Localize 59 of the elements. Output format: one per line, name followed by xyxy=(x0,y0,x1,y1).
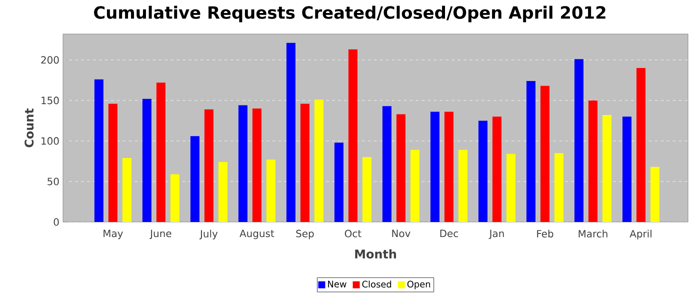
bar xyxy=(396,114,406,222)
bar xyxy=(382,106,392,222)
legend-label: New xyxy=(328,280,346,288)
x-axis-title: Month xyxy=(355,249,396,259)
bar xyxy=(266,160,276,222)
chart-title: Cumulative Requests Created/Closed/Open April 2012 xyxy=(94,6,606,22)
x-tick-label: Jan xyxy=(488,230,504,240)
legend-label: Open xyxy=(407,280,430,290)
y-tick-label: 100 xyxy=(42,137,59,145)
bar xyxy=(218,162,228,222)
x-tick-label: Feb xyxy=(537,230,554,238)
bar xyxy=(204,109,214,222)
x-tick-label: May xyxy=(104,230,123,240)
bar xyxy=(554,153,564,222)
bar xyxy=(526,80,536,222)
y-tick-label: 50 xyxy=(48,178,59,186)
x-tick-label: Oct xyxy=(344,230,362,238)
bar xyxy=(478,120,488,222)
bar xyxy=(430,112,440,222)
x-tick-label: July xyxy=(199,230,218,240)
bar xyxy=(286,42,296,222)
bar xyxy=(252,108,262,222)
bar xyxy=(190,136,200,222)
bar xyxy=(540,86,550,222)
bar xyxy=(574,59,584,222)
y-tick-label: 150 xyxy=(42,96,59,104)
bar xyxy=(238,105,248,222)
bar xyxy=(314,100,324,222)
bar xyxy=(602,115,612,222)
legend-label: Closed xyxy=(362,280,392,288)
x-tick-label: June xyxy=(150,230,172,240)
bar xyxy=(300,104,310,222)
y-axis-title: Count xyxy=(24,108,34,148)
y-tick-label: 200 xyxy=(41,56,59,64)
bar xyxy=(588,100,598,222)
bar xyxy=(108,104,118,222)
bar xyxy=(334,142,344,222)
bar xyxy=(362,157,372,222)
x-tick-label: Dec xyxy=(440,230,458,238)
x-tick-label: Nov xyxy=(392,230,410,238)
bar xyxy=(142,98,152,222)
x-tick-label: March xyxy=(578,230,608,238)
bar xyxy=(170,174,180,222)
bar xyxy=(94,79,104,222)
bar xyxy=(622,116,632,222)
bar xyxy=(348,49,358,222)
x-tick-label: August xyxy=(240,230,274,240)
bar xyxy=(506,154,516,222)
y-tick-label: 0 xyxy=(54,218,59,226)
x-tick-label: Sep xyxy=(296,230,314,240)
bar xyxy=(636,68,646,222)
x-tick-label: April xyxy=(630,230,652,240)
bar xyxy=(156,82,166,222)
bar xyxy=(458,150,468,222)
bar xyxy=(444,112,454,222)
bar xyxy=(410,150,420,222)
bar xyxy=(492,116,502,222)
bar xyxy=(122,158,132,222)
bar xyxy=(650,166,660,222)
